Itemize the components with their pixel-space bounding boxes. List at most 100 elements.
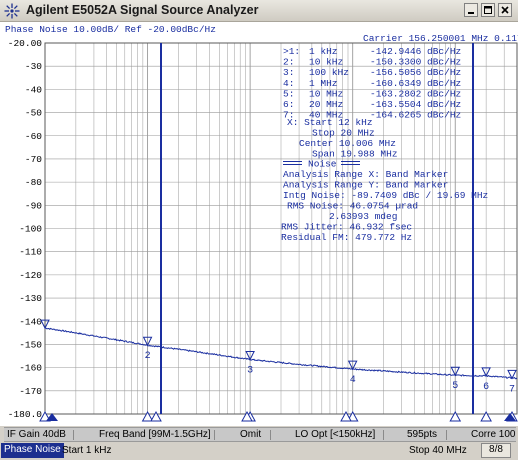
- marker-triangle[interactable]: [507, 369, 517, 380]
- measurement-mode-indicator[interactable]: Phase Noise: [1, 443, 64, 458]
- y-tick-label: -110: [19, 247, 42, 258]
- y-tick-label: -60: [25, 131, 42, 142]
- status-bar: Phase Noise Start 1 kHz Stop 40 MHz 8/8: [0, 443, 518, 460]
- freq-band-label[interactable]: Freq Band [99M-1.5GHz]: [99, 429, 211, 440]
- analysis-line: Analysis Range X: Band Marker: [283, 169, 448, 180]
- marker-row-label: 5:: [283, 88, 294, 99]
- page-indicator[interactable]: 8/8: [481, 443, 511, 458]
- trace-markers[interactable]: 2 3 4 5 6 7: [40, 319, 517, 395]
- analysis-line: Span 19.988 MHz: [312, 149, 398, 160]
- marker-row-frequency: 40 MHz: [309, 110, 343, 121]
- maximize-icon: [484, 6, 492, 14]
- marker-row-label: 3:: [283, 67, 294, 78]
- marker-row-label: 7:: [283, 110, 294, 121]
- y-tick-label: -40: [25, 84, 42, 95]
- marker-triangle[interactable]: [40, 319, 50, 330]
- maximize-button[interactable]: [481, 3, 495, 17]
- y-tick-label: -160: [19, 363, 42, 374]
- lo-opt-label[interactable]: LO Opt [<150kHz]: [295, 429, 376, 440]
- analysis-line: Stop 20 MHz: [312, 128, 375, 139]
- analysis-line: Center 10.006 MHz: [299, 138, 396, 149]
- marker-position-indicator: [150, 410, 162, 422]
- plot-grid: [45, 43, 517, 414]
- phase-noise-trace[interactable]: [45, 327, 518, 380]
- carrier-readout: Carrier 156.250001 MHz 0.1173 dBm: [363, 33, 518, 44]
- close-icon: [501, 6, 509, 14]
- correlation-label[interactable]: Corre 100: [471, 429, 516, 440]
- y-axis-ticks: -20.00 -30 -40 -50 -60 -70 -80 -90 -100 -110 -120 -…: [8, 38, 43, 420]
- marker-row-label: >1:: [283, 46, 300, 57]
- marker-position-indicator: [480, 410, 492, 422]
- start-frequency[interactable]: Start 1 kHz: [62, 445, 112, 456]
- marker-row-frequency: 20 MHz: [309, 99, 343, 110]
- marker-table: >1: 1 kHz -142.9446 dBc/Hz 2: 10 kHz -150.330…: [283, 46, 461, 121]
- marker-row-frequency: 1 kHz: [309, 46, 338, 57]
- analysis-line: RMS Noise: 46.0754 µrad: [287, 201, 418, 212]
- stop-frequency[interactable]: Stop 40 MHz: [409, 445, 467, 456]
- title-bar: Agilent E5052A Signal Source Analyzer: [0, 0, 518, 22]
- agilent-logo-icon: [4, 3, 20, 19]
- y-tick-label: -50: [25, 108, 42, 119]
- band-marker-stop-line[interactable]: [472, 43, 474, 414]
- marker-position-indicator: [39, 410, 51, 422]
- y-tick-label: -150: [19, 339, 42, 350]
- y-tick-label: -180.0: [8, 409, 43, 420]
- y-tick-label: -90: [25, 200, 42, 211]
- marker-row-frequency: 10 kHz: [309, 57, 343, 68]
- y-tick-label: -100: [19, 224, 42, 235]
- close-button[interactable]: [498, 3, 512, 17]
- marker-triangle[interactable]: [142, 336, 153, 347]
- marker-row-frequency: 10 MHz: [309, 88, 343, 99]
- marker-row-value: -150.3300 dBc/Hz: [370, 57, 461, 68]
- band-marker-start-line[interactable]: [160, 43, 162, 414]
- settings-divider: [270, 430, 271, 440]
- marker-row-label: 6:: [283, 99, 294, 110]
- marker-row-value: -142.9446 dBc/Hz: [370, 46, 461, 57]
- plot-area[interactable]: -20.00 -30 -40 -50 -60 -70 -80 -90 -100 -110 -120 -…: [0, 22, 518, 426]
- marker-row-label: 4:: [283, 78, 294, 89]
- settings-divider: [214, 430, 215, 440]
- y-tick-label: -130: [19, 293, 42, 304]
- analysis-line: Analysis Range Y: Band Marker: [283, 180, 448, 191]
- settings-divider: [446, 430, 447, 440]
- y-tick-label: -120: [19, 270, 42, 281]
- marker-position-indicator: [241, 410, 253, 422]
- minimize-icon: [468, 12, 474, 14]
- marker-row-value: -163.5504 dBc/Hz: [370, 99, 461, 110]
- analysis-line: Noise: [308, 159, 337, 170]
- marker-label: 6: [483, 382, 489, 393]
- measurement-settings-bar: IF Gain 40dB Freq Band [99M-1.5GHz] Omit…: [4, 427, 516, 442]
- if-gain-label[interactable]: IF Gain 40dB: [7, 429, 66, 440]
- marker-label: 5: [452, 381, 458, 392]
- marker-label: 4: [350, 375, 356, 386]
- phase-noise-header: Phase Noise 10.00dB/ Ref -20.00dBc/Hz: [5, 24, 216, 35]
- marker-label: 2: [145, 351, 151, 362]
- marker-triangle[interactable]: [347, 360, 358, 371]
- y-tick-label: -140: [19, 316, 42, 327]
- minimize-button[interactable]: [464, 3, 478, 17]
- analysis-line: 2.63993 mdeg: [329, 211, 397, 222]
- marker-row-value: -163.2802 dBc/Hz: [370, 88, 461, 99]
- marker-row-value: -160.6349 dBc/Hz: [370, 78, 461, 89]
- window-title: Agilent E5052A Signal Source Analyzer: [26, 3, 259, 17]
- analysis-line: Residual FM: 479.772 Hz: [281, 232, 412, 243]
- y-tick-label: -70: [25, 154, 42, 165]
- marker-triangle[interactable]: [450, 366, 461, 377]
- marker-row-frequency: 100 kHz: [309, 67, 349, 78]
- settings-divider: [73, 430, 74, 440]
- y-tick-label: -30: [25, 61, 42, 72]
- marker-triangle[interactable]: [245, 351, 255, 361]
- marker-row-label: 2:: [283, 57, 294, 68]
- band-start-indicator: [46, 413, 58, 421]
- points-label[interactable]: 595pts: [407, 429, 438, 440]
- x-axis-marker-indicators: [39, 410, 518, 422]
- marker-triangle[interactable]: [481, 367, 491, 377]
- band-stop-indicator: [504, 413, 516, 421]
- marker-position-indicator: [141, 410, 154, 422]
- y-tick-label: -80: [25, 177, 42, 188]
- marker-position-indicator: [340, 410, 352, 422]
- settings-divider: [383, 430, 384, 440]
- omit-label[interactable]: Omit: [240, 429, 262, 440]
- y-tick-label: -20.00: [8, 38, 43, 49]
